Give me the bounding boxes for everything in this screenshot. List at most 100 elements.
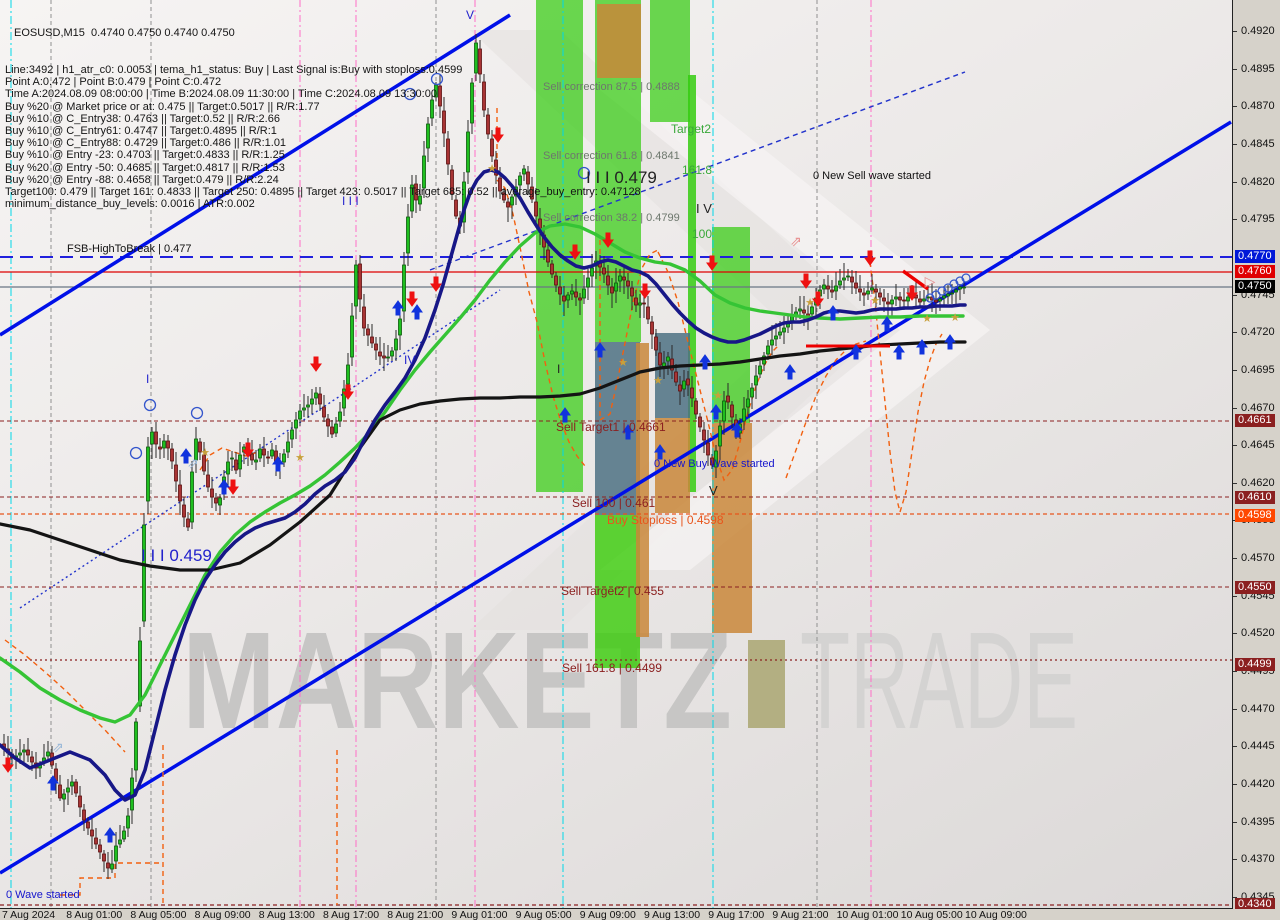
candle-body bbox=[798, 308, 802, 312]
candle-body bbox=[114, 845, 118, 862]
price-tick-label: 0.4645 bbox=[1241, 439, 1275, 451]
price-tick-mark bbox=[1233, 596, 1237, 597]
candle-body bbox=[310, 398, 314, 405]
candle-body bbox=[62, 793, 66, 800]
candle-body bbox=[306, 404, 310, 408]
candle-body bbox=[186, 518, 190, 528]
candle-body bbox=[138, 640, 142, 707]
candle-body bbox=[850, 276, 854, 283]
sell-arrow-icon bbox=[492, 127, 504, 143]
candle-body bbox=[82, 809, 86, 821]
sell-arrow-icon bbox=[430, 276, 442, 292]
star-marker-icon: ★ bbox=[870, 295, 880, 307]
candle-body bbox=[482, 81, 486, 111]
candle-body bbox=[558, 286, 562, 295]
watermark-text-right: TRADE bbox=[800, 604, 1078, 758]
time-tick-label: 9 Aug 13:00 bbox=[644, 909, 701, 920]
candle-body bbox=[842, 277, 846, 281]
candle-body bbox=[354, 264, 358, 307]
candle-body bbox=[578, 297, 582, 301]
price-axis[interactable]: 0.4920 0.4895 0.4870 0.4845 0.4820 0.4795 0.47… bbox=[1233, 0, 1280, 911]
sell-arrow-icon bbox=[906, 285, 918, 301]
signal-circle-icon bbox=[403, 87, 417, 101]
candle-body bbox=[866, 290, 870, 295]
candle-body bbox=[390, 350, 394, 357]
hollow-arrow-icon: ⇗ bbox=[187, 455, 199, 471]
candle-body bbox=[522, 168, 526, 175]
buy-arrow-icon bbox=[731, 422, 743, 438]
candle-body bbox=[754, 375, 758, 386]
watermark-chevron bbox=[600, 90, 990, 570]
candle-body bbox=[766, 345, 770, 355]
candle-body bbox=[238, 454, 242, 470]
price-level-badge: 0.4340 bbox=[1235, 898, 1275, 911]
price-tick-mark bbox=[1233, 859, 1237, 860]
time-tick-label: 10 Aug 09:00 bbox=[965, 909, 1027, 920]
chart-canvas[interactable]: MARKETZ TRADE ★ ★ ★ ★ ★ ★ ★ ★ ★ ★ ⇗ ⇗ ⇗ ▷ EOSUSD,M15 0.… bbox=[0, 0, 1233, 909]
candle-body bbox=[322, 406, 326, 418]
candle-body bbox=[626, 280, 630, 287]
sell-arrow-icon bbox=[706, 255, 718, 271]
candle-body bbox=[714, 450, 718, 468]
candle-body bbox=[934, 299, 938, 303]
sell-arrow-icon bbox=[864, 250, 876, 266]
candle-body bbox=[418, 195, 422, 205]
signal-circle-icon bbox=[143, 398, 157, 412]
buy-arrow-icon bbox=[622, 424, 634, 440]
candle-body bbox=[290, 429, 294, 440]
price-tick-mark bbox=[1233, 219, 1237, 220]
candle-body bbox=[86, 821, 90, 829]
time-tick-label: 9 Aug 05:00 bbox=[515, 909, 572, 920]
price-tick-mark bbox=[1233, 483, 1237, 484]
price-tick-label: 0.4620 bbox=[1241, 477, 1275, 489]
buy-arrow-icon bbox=[47, 775, 59, 791]
candle-body bbox=[90, 829, 94, 837]
candle-body bbox=[518, 175, 522, 186]
candle-body bbox=[822, 284, 826, 290]
price-tick-label: 0.4445 bbox=[1241, 740, 1275, 752]
buy-arrow-icon bbox=[784, 364, 796, 380]
red-trend-segment bbox=[901, 269, 930, 291]
star-marker-icon: ★ bbox=[922, 313, 932, 325]
candle-body bbox=[758, 365, 762, 375]
candle-body bbox=[562, 295, 566, 302]
price-tick-mark bbox=[1233, 144, 1237, 145]
candle-body bbox=[134, 721, 138, 771]
candle-body bbox=[230, 457, 234, 460]
candle-body bbox=[286, 441, 290, 453]
candle-body bbox=[730, 404, 734, 418]
sell-arrow-icon bbox=[569, 244, 581, 260]
price-tick-mark bbox=[1233, 671, 1237, 672]
orange-indicator-path bbox=[199, 447, 271, 471]
zone-band bbox=[748, 640, 785, 728]
candle-body bbox=[298, 410, 302, 420]
signal-circle-icon bbox=[190, 406, 204, 420]
candle-body bbox=[438, 85, 442, 107]
candle-body bbox=[874, 288, 878, 293]
candle-body bbox=[642, 302, 646, 305]
candle-body bbox=[474, 42, 478, 74]
candle-body bbox=[494, 159, 498, 176]
candle-body bbox=[386, 356, 390, 359]
time-tick-label: 8 Aug 09:00 bbox=[194, 909, 251, 920]
candle-body bbox=[370, 336, 374, 344]
candle-body bbox=[22, 749, 26, 753]
candle-body bbox=[358, 263, 362, 300]
buy-arrow-icon bbox=[594, 342, 606, 358]
price-tick-label: 0.4920 bbox=[1241, 25, 1275, 37]
candle-body bbox=[590, 267, 594, 277]
candle-body bbox=[190, 471, 194, 523]
buy-arrow-icon bbox=[893, 344, 905, 360]
candle-body bbox=[614, 282, 618, 292]
candle-body bbox=[178, 484, 182, 502]
candle-body bbox=[546, 249, 550, 263]
price-tick-label: 0.4570 bbox=[1241, 552, 1275, 564]
time-axis[interactable]: 7 Aug 2024 8 Aug 01:00 8 Aug 05:00 8 Aug 09… bbox=[0, 909, 1280, 920]
candle-body bbox=[746, 398, 750, 408]
candle-body bbox=[258, 448, 262, 459]
price-tick-label: 0.4895 bbox=[1241, 63, 1275, 75]
buy-arrow-icon bbox=[559, 407, 571, 423]
buy-arrow-icon bbox=[272, 456, 284, 472]
candle-body bbox=[894, 296, 898, 300]
candle-body bbox=[726, 395, 730, 403]
